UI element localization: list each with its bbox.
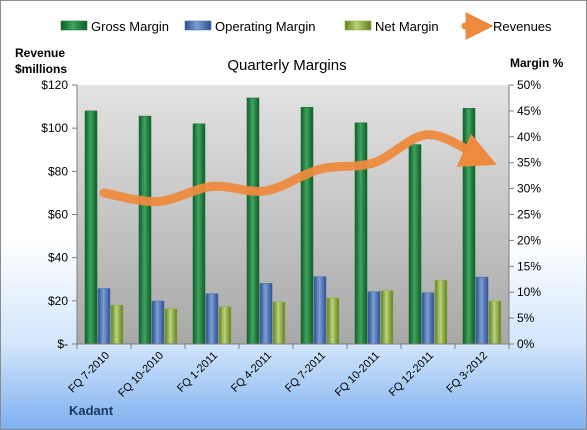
- net-margin-legend-swatch: [344, 20, 372, 31]
- net-margin-bar: [110, 304, 124, 345]
- left-tick-label: $120: [41, 78, 68, 92]
- operating-margin-bar: [151, 300, 165, 345]
- x-tick-label: FQ 10-2011: [333, 350, 382, 399]
- net-margin-bar: [488, 300, 502, 345]
- bars-layer: [84, 97, 502, 345]
- x-tick-label: FQ 7-2010: [66, 350, 112, 396]
- operating-margin-bar: [259, 283, 273, 345]
- operating-margin-bar: [205, 293, 219, 345]
- x-tick-label: FQ 7-2011: [283, 350, 328, 395]
- left-tick-label: $20: [48, 294, 68, 308]
- gross-margin-bar: [192, 123, 206, 345]
- gross-margin-bar: [300, 106, 314, 345]
- gross-margin-bar: [138, 115, 152, 345]
- x-tick-label: FQ 1-2011: [175, 350, 220, 395]
- gross-margin-bar: [354, 122, 368, 345]
- left-axis-title-line2: $millions: [15, 62, 67, 76]
- right-tick-label: 25%: [517, 208, 541, 222]
- net-margin-bar: [434, 279, 448, 345]
- x-tick-label: FQ 12-2011: [387, 350, 436, 399]
- right-axis-title: Margin %: [510, 56, 564, 70]
- operating-margin-bar: [367, 291, 381, 345]
- operating-margin-bar: [97, 288, 111, 345]
- right-tick-label: 35%: [517, 156, 541, 170]
- legend-label: Gross Margin: [91, 19, 169, 34]
- gross-margin-bar: [246, 97, 260, 345]
- x-tick-label: FQ 4-2011: [229, 350, 274, 395]
- operating-margin-legend-swatch: [184, 20, 212, 31]
- left-axis-title-line1: Revenue: [15, 46, 65, 60]
- x-tick-label: FQ 3-2012: [444, 350, 490, 396]
- legend-label: Operating Margin: [215, 19, 315, 34]
- operating-margin-bar: [475, 276, 489, 345]
- right-tick-label: 5%: [517, 311, 535, 325]
- legend: Gross Margin Operating Margin Net Margin Re…: [60, 12, 552, 40]
- right-tick-label: 20%: [517, 233, 541, 247]
- legend-label: Revenues: [493, 19, 552, 34]
- right-tick-label: 10%: [517, 285, 541, 299]
- right-tick-label: 50%: [517, 78, 541, 92]
- chart-title: Quarterly Margins: [227, 57, 346, 74]
- legend-label: Net Margin: [375, 19, 439, 34]
- net-margin-bar: [326, 297, 340, 345]
- operating-margin-bar: [421, 292, 435, 345]
- gross-margin-bar: [84, 110, 98, 345]
- right-tick-label: 40%: [517, 130, 541, 144]
- operating-margin-bar: [313, 276, 327, 345]
- gross-margin-legend-swatch: [60, 20, 88, 31]
- revenues-line: [99, 130, 497, 207]
- net-margin-bar: [218, 306, 232, 345]
- net-margin-bar: [380, 290, 394, 345]
- left-tick-label: $100: [41, 121, 68, 135]
- x-tick-label: FQ 10-2010: [116, 350, 166, 400]
- right-tick-label: 0%: [517, 337, 535, 351]
- gross-margin-bar: [408, 144, 422, 345]
- right-tick-label: 45%: [517, 104, 541, 118]
- revenue-line-layer: [99, 130, 497, 207]
- left-tick-label: $40: [48, 251, 68, 265]
- left-tick-label: $60: [48, 208, 68, 222]
- net-margin-bar: [272, 301, 286, 345]
- left-tick-label: $80: [48, 164, 68, 178]
- right-tick-label: 30%: [517, 182, 541, 196]
- company-label: Kadant: [69, 403, 114, 418]
- right-tick-label: 15%: [517, 259, 541, 273]
- net-margin-bar: [164, 308, 178, 345]
- left-tick-label: $-: [57, 337, 68, 351]
